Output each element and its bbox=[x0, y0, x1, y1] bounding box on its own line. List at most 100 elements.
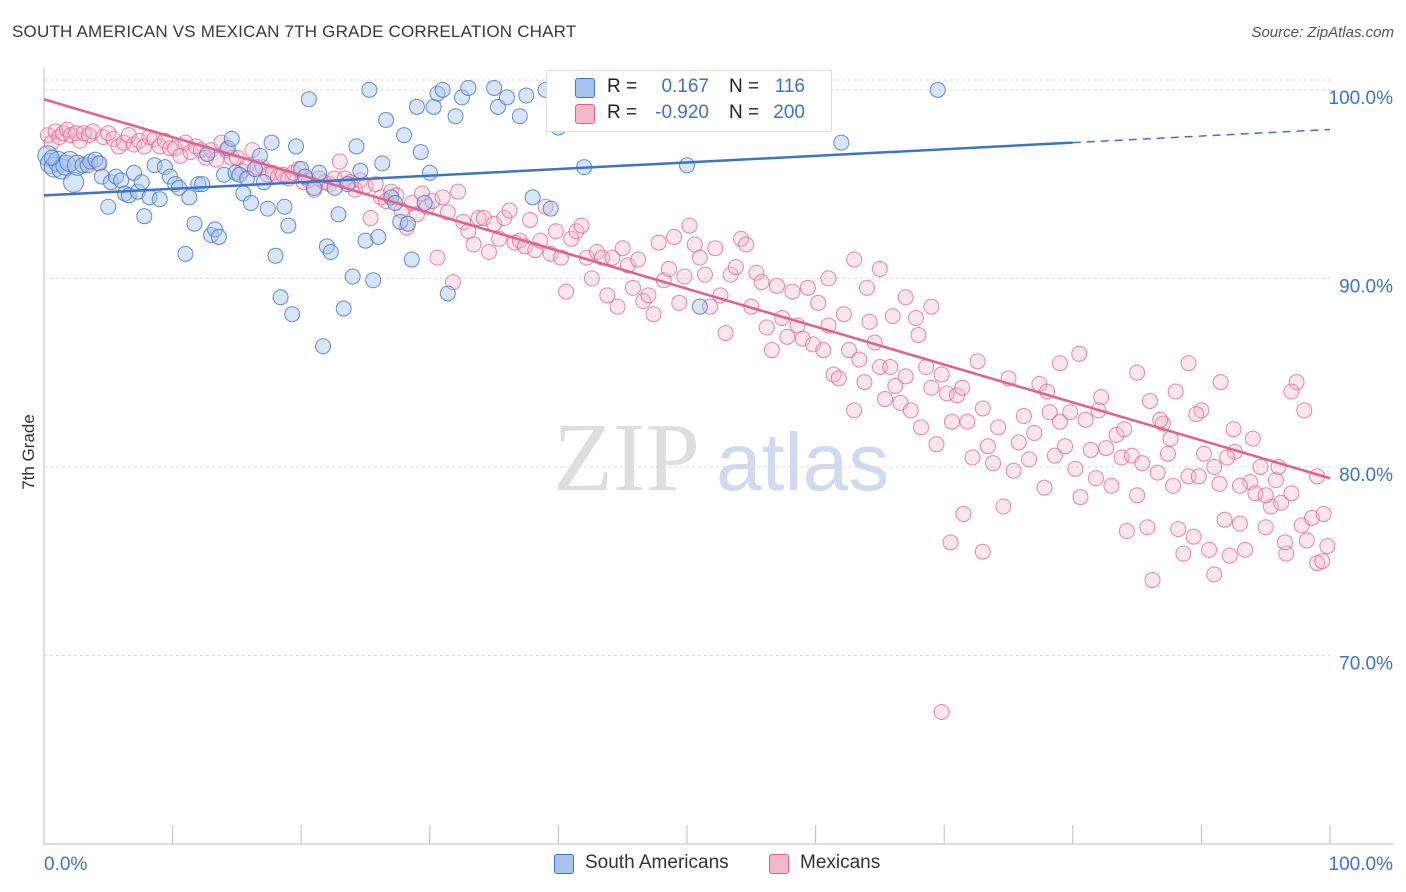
mexicans-point bbox=[1113, 449, 1130, 466]
mexicans-point bbox=[1190, 468, 1207, 485]
mexicans-point bbox=[624, 279, 641, 296]
mexicans-point bbox=[969, 353, 986, 370]
mexicans-points bbox=[39, 121, 1336, 721]
mexicans-point bbox=[758, 319, 775, 336]
south-americans-point bbox=[133, 174, 150, 191]
mexicans-point bbox=[1288, 374, 1305, 391]
mexicans-point bbox=[1212, 374, 1229, 391]
mexicans-point bbox=[748, 264, 765, 281]
south-americans-point bbox=[408, 98, 425, 115]
mexicans-point bbox=[985, 455, 1002, 472]
mexicans-point bbox=[1211, 475, 1228, 492]
mexicans-point bbox=[897, 368, 914, 385]
south-americans-point bbox=[447, 108, 464, 125]
south-americans-point bbox=[288, 138, 305, 155]
watermark-atlas: atlas bbox=[716, 417, 889, 508]
south-americans-point bbox=[542, 200, 559, 217]
south-americans-point bbox=[280, 217, 297, 234]
south-americans-point bbox=[300, 91, 317, 108]
mexicans-point bbox=[691, 249, 708, 266]
mexicans-point bbox=[480, 243, 497, 260]
stats-legend: R = 0.167 N = 116 R = -0.920 N = 200 bbox=[546, 70, 832, 132]
south-americans-point bbox=[679, 157, 695, 174]
south-americans-point bbox=[255, 174, 272, 191]
mexicans-point bbox=[645, 306, 662, 323]
mexicans-point bbox=[955, 506, 972, 523]
south-americans-point bbox=[421, 164, 438, 181]
y-tick-label: 80.0% bbox=[1339, 465, 1393, 486]
mexicans-point bbox=[1036, 479, 1053, 496]
south-americans-trend-line bbox=[43, 141, 1073, 197]
mexicans-point bbox=[938, 385, 955, 402]
south-americans-point bbox=[416, 194, 433, 211]
mexicans-point bbox=[841, 342, 858, 359]
mexicans-point bbox=[907, 309, 924, 326]
mexicans-trend-line bbox=[43, 98, 1331, 480]
south-americans-point bbox=[335, 300, 352, 317]
south-americans-point bbox=[136, 208, 153, 225]
south-americans-point bbox=[146, 157, 163, 174]
mexicans-point bbox=[1244, 430, 1261, 447]
mexicans-point bbox=[1247, 485, 1264, 502]
mexicans-point bbox=[660, 260, 677, 277]
south-americans-point bbox=[453, 89, 470, 106]
south-americans-point bbox=[100, 198, 117, 215]
mexicans-point bbox=[1062, 404, 1079, 421]
mexicans-point bbox=[1273, 494, 1290, 511]
mexicans-point bbox=[1041, 404, 1058, 421]
mexicans-point bbox=[784, 283, 801, 300]
mexicans-point bbox=[522, 211, 539, 228]
mexicans-point bbox=[573, 217, 590, 234]
y-tick-labels: 100.0% 90.0% 80.0% 70.0% bbox=[1329, 88, 1394, 675]
mexicans-point bbox=[1103, 477, 1120, 494]
mexicans-point bbox=[910, 326, 927, 343]
mexicans-point bbox=[1237, 541, 1254, 558]
x-tick-label: 100.0% bbox=[1329, 854, 1394, 875]
mexicans-point bbox=[1206, 458, 1223, 475]
mexicans-point bbox=[120, 127, 137, 144]
mexicans-point bbox=[1315, 506, 1332, 523]
bottom-legend-swatch-south-americans bbox=[554, 854, 574, 874]
south-americans-trend-extension bbox=[1072, 128, 1331, 144]
legend-swatch-south-americans bbox=[575, 78, 595, 98]
mexicans-point bbox=[1252, 458, 1269, 475]
south-americans-point bbox=[348, 138, 365, 155]
y-tick-label: 100.0% bbox=[1329, 88, 1394, 109]
mexicans-point bbox=[1175, 545, 1192, 562]
mexicans-point bbox=[599, 287, 616, 304]
mexicans-point bbox=[753, 274, 770, 291]
legend-r-label: R = bbox=[607, 102, 638, 123]
south-americans-point bbox=[370, 228, 387, 245]
mexicans-point bbox=[429, 249, 446, 266]
x-tick-labels: 0.0% 100.0% bbox=[44, 854, 1393, 875]
mexicans-point bbox=[1185, 528, 1202, 545]
y-tick-label: 70.0% bbox=[1339, 653, 1393, 674]
mexicans-point bbox=[1144, 572, 1161, 589]
mexicans-point bbox=[501, 202, 518, 219]
mexicans-point bbox=[974, 400, 991, 417]
legend-r-value: -0.920 bbox=[655, 102, 709, 123]
mexicans-point bbox=[1188, 406, 1205, 423]
mexicans-point bbox=[470, 210, 487, 227]
south-americans-point bbox=[37, 145, 59, 167]
south-americans-point bbox=[396, 127, 413, 144]
south-americans-point bbox=[91, 155, 108, 172]
mexicans-point bbox=[630, 251, 647, 268]
legend-n-label: N = bbox=[729, 76, 760, 97]
mexicans-point bbox=[1267, 472, 1284, 489]
mexicans-point bbox=[913, 419, 930, 436]
y-axis-label: 7th Grade bbox=[19, 414, 38, 490]
mexicans-point bbox=[1319, 538, 1336, 555]
mexicans-point bbox=[434, 189, 451, 206]
mexicans-point bbox=[851, 351, 868, 368]
south-americans-point bbox=[378, 112, 395, 129]
mexicans-point bbox=[964, 449, 981, 466]
mexicans-point bbox=[1170, 521, 1187, 538]
mexicans-point bbox=[815, 342, 832, 359]
mexicans-point bbox=[558, 283, 575, 300]
mexicans-point bbox=[727, 259, 744, 276]
mexicans-point bbox=[1314, 553, 1331, 570]
mexicans-point bbox=[676, 268, 693, 285]
mexicans-point bbox=[1021, 451, 1038, 468]
mexicans-point bbox=[1257, 519, 1274, 536]
